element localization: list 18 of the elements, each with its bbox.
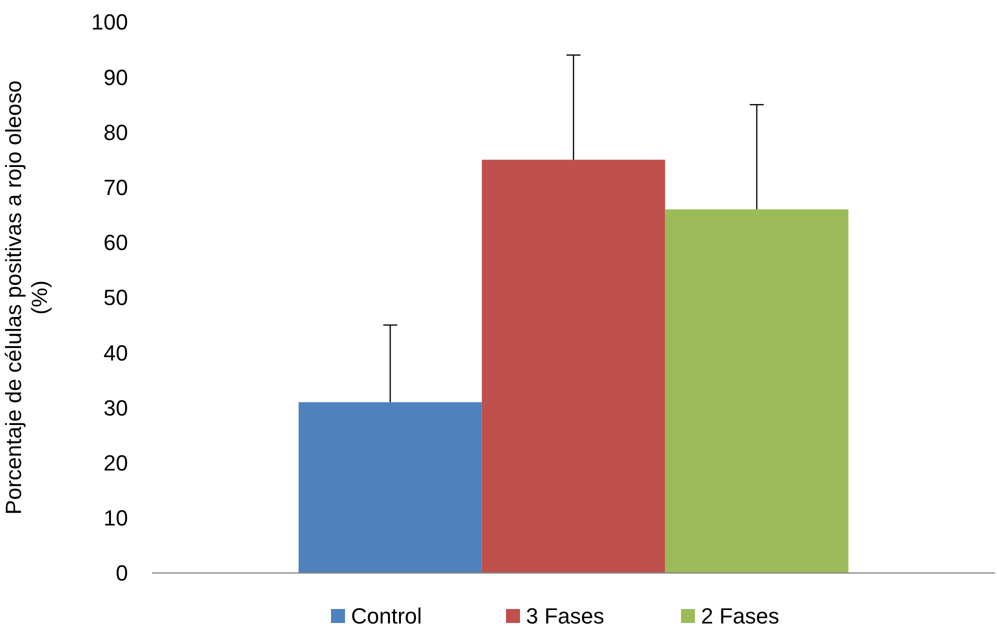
y-tick-label: 10 — [104, 506, 128, 531]
y-tick-label: 20 — [104, 450, 128, 476]
legend-label: 3 Fases — [526, 604, 604, 629]
legend-label: 2 Fases — [701, 604, 780, 629]
y-tick-label: 90 — [104, 64, 128, 90]
y-tick-label: 80 — [104, 120, 128, 145]
bar — [665, 209, 848, 573]
bar — [482, 160, 666, 573]
y-tick-label: 40 — [104, 340, 128, 366]
legend-label: Control — [351, 604, 422, 629]
y-tick-label: 0 — [116, 560, 128, 586]
y-axis-title: Porcentaje de células positivas a rojo oleoso (%) — [1, 80, 52, 515]
y-tick-label: 100 — [91, 10, 128, 35]
y-tick-label: 70 — [104, 175, 128, 200]
bar — [298, 402, 482, 573]
y-tick-label: 50 — [104, 285, 128, 310]
y-tick-label: 60 — [104, 230, 128, 256]
y-tick-label: 30 — [104, 395, 128, 420]
